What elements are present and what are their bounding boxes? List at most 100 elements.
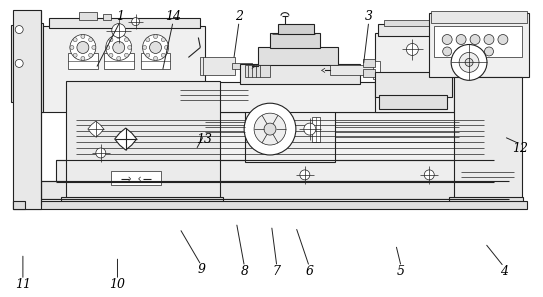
Bar	[431, 11, 527, 23]
Bar	[103, 14, 111, 20]
Text: 5: 5	[397, 265, 405, 278]
Text: 10: 10	[110, 278, 125, 291]
Bar	[258, 48, 338, 65]
Circle shape	[154, 34, 157, 39]
Bar	[380, 95, 447, 109]
Circle shape	[70, 45, 74, 50]
Circle shape	[457, 47, 465, 56]
Bar	[13, 201, 527, 209]
Circle shape	[442, 34, 452, 45]
Circle shape	[165, 45, 168, 50]
Bar	[375, 33, 454, 112]
Text: 3: 3	[365, 10, 373, 23]
Bar	[312, 117, 320, 142]
Circle shape	[471, 47, 479, 56]
Bar	[270, 33, 320, 48]
Bar	[111, 171, 161, 185]
Circle shape	[264, 123, 276, 135]
Bar	[61, 197, 223, 205]
Circle shape	[131, 18, 140, 26]
Bar	[11, 25, 25, 102]
Circle shape	[117, 56, 121, 60]
Circle shape	[143, 34, 168, 60]
Bar	[375, 72, 452, 97]
Circle shape	[406, 43, 418, 56]
Bar	[454, 77, 522, 199]
Circle shape	[92, 45, 96, 50]
Bar	[434, 26, 522, 57]
Circle shape	[146, 38, 150, 42]
Circle shape	[443, 47, 452, 56]
Circle shape	[128, 45, 131, 50]
Circle shape	[459, 53, 479, 72]
Bar	[41, 181, 509, 199]
Circle shape	[73, 53, 77, 57]
Polygon shape	[88, 121, 104, 137]
Circle shape	[113, 42, 125, 53]
Circle shape	[154, 56, 157, 60]
Bar	[49, 18, 200, 28]
Circle shape	[15, 26, 23, 34]
Text: 9: 9	[197, 263, 205, 276]
Circle shape	[124, 38, 129, 42]
Circle shape	[106, 34, 131, 60]
Circle shape	[143, 45, 147, 50]
Circle shape	[112, 23, 125, 37]
Bar	[13, 23, 25, 36]
Bar	[179, 86, 192, 104]
Bar	[245, 65, 270, 77]
Bar	[215, 82, 389, 112]
Bar	[240, 64, 359, 84]
Text: 13: 13	[196, 133, 212, 146]
Circle shape	[81, 56, 85, 60]
Text: 2: 2	[235, 10, 243, 23]
Circle shape	[117, 34, 121, 39]
Polygon shape	[115, 128, 137, 150]
Circle shape	[109, 53, 113, 57]
Bar	[232, 63, 252, 69]
Circle shape	[149, 42, 161, 53]
Circle shape	[109, 38, 113, 42]
Circle shape	[451, 45, 487, 80]
Bar	[384, 20, 439, 26]
Bar	[13, 201, 25, 209]
Bar	[104, 53, 134, 69]
Circle shape	[124, 53, 129, 57]
Bar	[330, 65, 380, 75]
Circle shape	[484, 34, 494, 45]
Circle shape	[161, 38, 165, 42]
Bar	[71, 112, 205, 162]
Bar	[13, 57, 25, 69]
Text: 11: 11	[15, 278, 31, 291]
Bar	[449, 197, 523, 205]
Circle shape	[73, 38, 77, 42]
Bar	[363, 59, 375, 67]
Text: 14: 14	[165, 10, 181, 23]
Bar	[278, 23, 314, 34]
Circle shape	[304, 123, 316, 135]
Circle shape	[161, 53, 165, 57]
Circle shape	[106, 45, 110, 50]
Bar	[377, 23, 451, 36]
Bar	[430, 13, 529, 77]
Circle shape	[465, 59, 473, 67]
Circle shape	[456, 34, 466, 45]
Bar	[41, 26, 205, 112]
Bar	[372, 61, 381, 79]
Text: 4: 4	[500, 265, 508, 278]
Circle shape	[300, 170, 310, 180]
Bar	[245, 82, 334, 162]
Circle shape	[70, 34, 96, 60]
Circle shape	[254, 113, 286, 145]
Circle shape	[470, 34, 480, 45]
Circle shape	[77, 42, 89, 53]
Bar	[66, 81, 220, 199]
Bar	[71, 112, 489, 162]
Text: 1: 1	[116, 10, 124, 23]
Bar	[13, 10, 41, 209]
Bar	[363, 69, 375, 77]
Circle shape	[146, 53, 150, 57]
Circle shape	[15, 59, 23, 67]
Circle shape	[96, 148, 106, 158]
Bar	[200, 57, 235, 75]
